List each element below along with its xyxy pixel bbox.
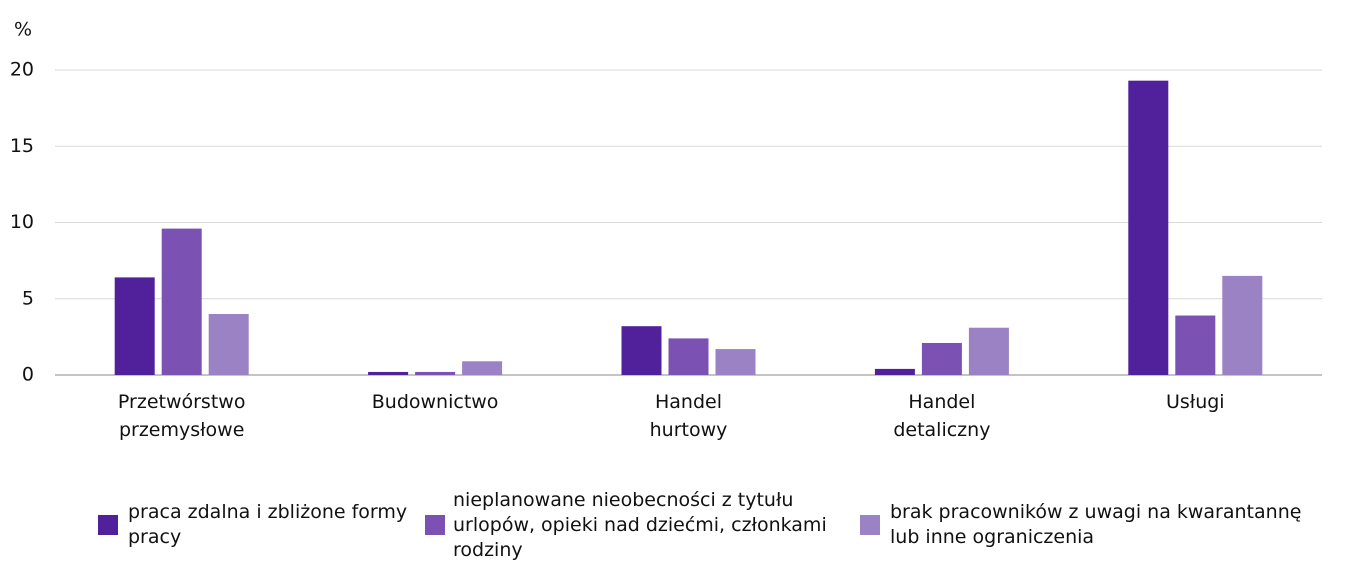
bar bbox=[621, 326, 662, 375]
legend-label: praca zdalna i zbliżone formy pracy bbox=[128, 501, 408, 548]
x-tick-label: Handel detaliczny bbox=[893, 391, 991, 441]
bar bbox=[1222, 275, 1263, 375]
y-tick-label: 20 bbox=[10, 59, 34, 81]
legend-swatch bbox=[425, 515, 445, 535]
y-tick-label: 15 bbox=[10, 135, 34, 157]
bar bbox=[415, 371, 456, 375]
bar bbox=[1175, 315, 1216, 375]
bar bbox=[208, 314, 249, 375]
y-tick-label: 10 bbox=[10, 211, 34, 233]
legend-label: brak pracowników z uwagi na kwarantannę … bbox=[890, 501, 1302, 548]
x-tick-label: Budownictwo bbox=[371, 391, 499, 413]
bar bbox=[921, 342, 962, 375]
bar bbox=[715, 349, 756, 375]
bar bbox=[462, 361, 503, 375]
legend-swatch bbox=[860, 515, 880, 535]
bar bbox=[874, 368, 915, 375]
legend-label: nieplanowane nieobecności z tytułu urlop… bbox=[453, 488, 827, 561]
x-tick-label: Handel hurtowy bbox=[649, 391, 728, 441]
bar bbox=[1128, 80, 1169, 376]
x-tick-label: Usługi bbox=[1166, 391, 1225, 413]
bar bbox=[114, 277, 155, 375]
bar bbox=[368, 371, 409, 375]
bar bbox=[668, 338, 709, 375]
bar bbox=[968, 327, 1009, 375]
y-axis-label: % bbox=[14, 19, 32, 41]
legend-swatch bbox=[98, 515, 118, 535]
bar bbox=[161, 228, 202, 375]
y-tick-label: 5 bbox=[22, 287, 34, 309]
y-tick-label: 0 bbox=[22, 364, 34, 386]
x-tick-label: Przetwórstwo przemysłowe bbox=[117, 391, 246, 441]
